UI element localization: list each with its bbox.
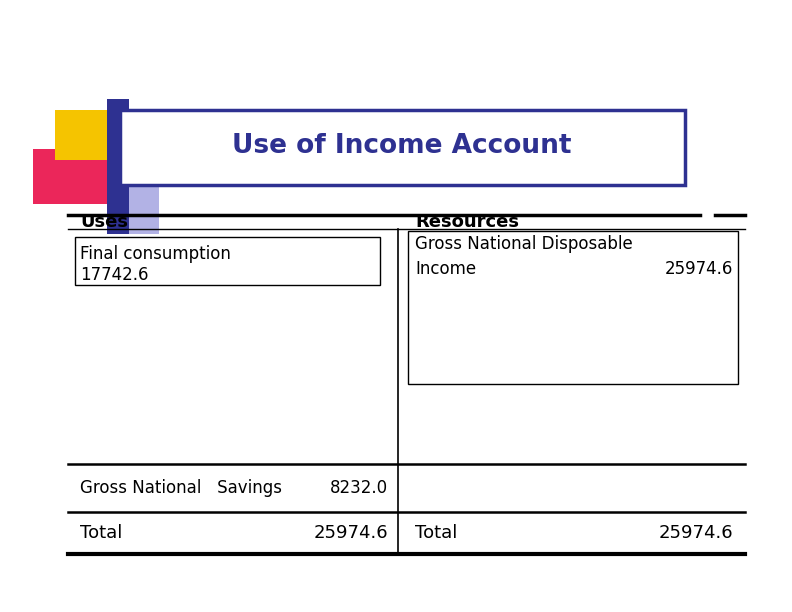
Text: 25974.6: 25974.6 — [658, 524, 733, 542]
Text: Uses: Uses — [80, 213, 128, 231]
Text: Gross National Disposable: Gross National Disposable — [415, 235, 633, 253]
Bar — [55, 110, 117, 160]
Text: 8232.0: 8232.0 — [330, 479, 388, 497]
Bar — [120, 110, 685, 185]
Bar — [129, 154, 159, 234]
Bar — [107, 99, 129, 234]
Text: 25974.6: 25974.6 — [664, 260, 733, 278]
Text: Use of Income Account: Use of Income Account — [232, 133, 572, 159]
Text: Income: Income — [415, 260, 476, 278]
Text: 25974.6: 25974.6 — [314, 524, 388, 542]
Text: Gross National   Savings: Gross National Savings — [80, 479, 282, 497]
Text: Resources: Resources — [415, 213, 519, 231]
Text: 17742.6: 17742.6 — [80, 266, 149, 284]
Text: Total: Total — [80, 524, 123, 542]
Bar — [33, 149, 113, 204]
Text: Final consumption: Final consumption — [80, 245, 231, 263]
Text: Total: Total — [415, 524, 457, 542]
Bar — [75, 237, 380, 285]
Bar — [408, 231, 738, 384]
